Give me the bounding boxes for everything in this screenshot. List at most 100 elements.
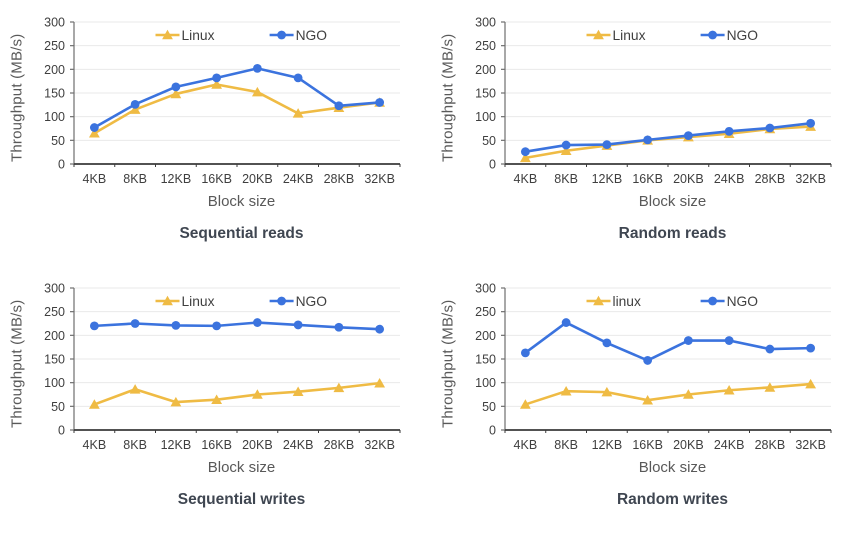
series-line — [93, 83, 381, 135]
axes — [70, 21, 401, 167]
svg-text:20KB: 20KB — [242, 172, 273, 186]
data-point-marker — [375, 98, 385, 107]
chart-title: Random reads — [618, 225, 727, 242]
legend-label: linux — [613, 294, 641, 309]
svg-text:200: 200 — [475, 63, 496, 77]
data-point-marker — [170, 88, 182, 99]
legend-marker-triangle — [593, 29, 604, 40]
data-point-marker — [374, 377, 386, 388]
svg-text:20KB: 20KB — [673, 172, 704, 186]
legend-marker-triangle — [162, 295, 173, 306]
data-point-marker — [212, 73, 222, 83]
legend-marker-triangle — [162, 29, 173, 40]
data-point-marker — [805, 378, 817, 389]
axes — [70, 287, 401, 433]
legend-marker-circle — [708, 296, 717, 306]
svg-text:8KB: 8KB — [123, 172, 147, 186]
series-line — [93, 381, 381, 406]
y-tick-labels: 0 50 100 150 200 250 300 — [44, 282, 65, 438]
legend: Linux NGO — [586, 28, 758, 43]
series-linux — [88, 377, 386, 409]
data-point-marker — [171, 320, 181, 330]
x-axis-label: Block size — [207, 459, 276, 476]
x-axis-label: Block size — [207, 193, 276, 210]
data-point-marker — [764, 382, 776, 392]
data-point-marker — [292, 386, 304, 396]
svg-text:4KB: 4KB — [83, 172, 107, 186]
data-point-marker — [293, 73, 303, 83]
chart-body: Throughput (MB/s) 0 50 100 150 200 250 300 4KB 8… — [437, 278, 862, 458]
data-point-marker — [602, 140, 612, 149]
y-tick-labels: 0 50 100 150 200 250 300 — [475, 16, 496, 172]
data-point-marker — [88, 128, 100, 138]
svg-text:20KB: 20KB — [242, 438, 273, 452]
data-point-marker — [765, 344, 775, 354]
data-point-marker — [683, 336, 693, 345]
plot-area: 0 50 100 150 200 250 300 4KB 8KB 12KB 16KB 20KB 24KB… — [44, 282, 401, 452]
data-point-marker — [251, 389, 263, 399]
plot-area: 0 50 100 150 200 250 300 4KB 8KB 12KB 16KB 20KB 24KB… — [475, 16, 832, 186]
chart-title: Random writes — [616, 491, 729, 508]
svg-text:250: 250 — [475, 305, 496, 319]
data-point-marker — [293, 320, 303, 330]
data-point-marker — [601, 386, 613, 397]
svg-text:0: 0 — [489, 424, 496, 438]
data-point-marker — [211, 79, 223, 89]
chart-sequential-writes: Throughput (MB/s) 0 50 100 150 200 250 300 4KB 8… — [0, 266, 431, 541]
series-ngo — [520, 318, 816, 365]
data-point-marker — [129, 104, 141, 114]
legend-marker-circle — [708, 30, 717, 40]
y-axis-label: Throughput (MB/s) — [8, 299, 26, 429]
svg-text:0: 0 — [58, 424, 65, 438]
legend-label: NGO — [296, 28, 328, 43]
data-point-marker — [252, 63, 262, 73]
svg-text:50: 50 — [51, 400, 65, 414]
svg-text:50: 50 — [482, 400, 496, 414]
data-point-marker — [560, 385, 572, 396]
series-linux — [519, 378, 817, 409]
x-axis-label: Block size — [638, 459, 707, 476]
svg-text:300: 300 — [475, 282, 496, 296]
svg-text:50: 50 — [482, 134, 496, 148]
chart-body: Throughput (MB/s) 0 50 100 150 200 250 300 4KB 8… — [6, 278, 431, 458]
svg-text:250: 250 — [44, 39, 65, 53]
data-point-marker — [520, 147, 530, 157]
svg-text:12KB: 12KB — [161, 172, 192, 186]
x-tick-labels: 4KB 8KB 12KB 16KB 20KB 24KB 28KB 32KB — [514, 172, 826, 186]
y-axis-label: Throughput (MB/s) — [439, 299, 457, 429]
svg-text:32KB: 32KB — [364, 172, 395, 186]
svg-text:100: 100 — [44, 110, 65, 124]
svg-text:100: 100 — [475, 110, 496, 124]
svg-text:16KB: 16KB — [632, 172, 663, 186]
svg-text:8KB: 8KB — [123, 438, 147, 452]
data-point-marker — [89, 123, 99, 132]
svg-text:12KB: 12KB — [161, 438, 192, 452]
series-ngo — [89, 318, 385, 334]
axes — [501, 287, 832, 433]
data-point-marker — [170, 396, 182, 407]
svg-text:300: 300 — [44, 282, 65, 296]
svg-text:250: 250 — [475, 39, 496, 53]
legend: Linux NGO — [155, 28, 328, 43]
data-point-marker — [643, 135, 653, 145]
svg-text:16KB: 16KB — [201, 172, 232, 186]
legend-label: NGO — [727, 294, 759, 309]
data-point-marker — [560, 145, 572, 156]
data-point-marker — [642, 394, 654, 405]
x-tick-labels: 4KB 8KB 12KB 16KB 20KB 24KB 28KB 32KB — [514, 438, 826, 452]
svg-text:12KB: 12KB — [592, 438, 623, 452]
series-line — [93, 321, 381, 331]
svg-text:150: 150 — [475, 87, 496, 101]
svg-text:250: 250 — [44, 305, 65, 319]
svg-text:100: 100 — [44, 376, 65, 390]
legend: Linux NGO — [155, 294, 327, 309]
axes — [501, 21, 832, 167]
svg-text:24KB: 24KB — [283, 172, 314, 186]
svg-text:20KB: 20KB — [673, 438, 704, 452]
data-point-marker — [519, 399, 531, 409]
data-point-marker — [211, 394, 223, 405]
data-point-marker — [683, 131, 693, 140]
svg-text:150: 150 — [44, 353, 65, 367]
svg-text:50: 50 — [51, 134, 65, 148]
svg-text:300: 300 — [475, 16, 496, 30]
